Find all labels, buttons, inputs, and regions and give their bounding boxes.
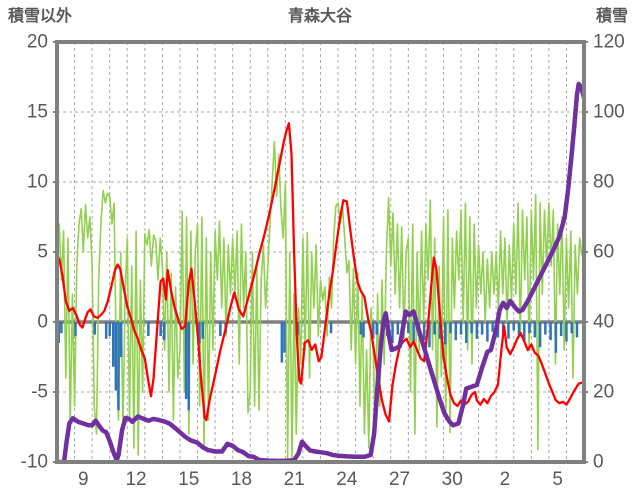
blue-bars-bar: [486, 322, 489, 342]
blue-bars-bar: [428, 322, 431, 348]
left-axis-tick-label: 5: [37, 242, 48, 263]
blue-bars-bar: [475, 322, 479, 339]
blue-bars-bar: [449, 322, 452, 334]
blue-bars-bar: [283, 322, 286, 353]
blue-bars-bar: [549, 322, 552, 341]
blue-bars-bar: [60, 322, 63, 334]
plot-border: [55, 40, 586, 464]
x-axis-tick-label: 30: [442, 469, 463, 490]
blue-bars-bar: [201, 322, 205, 339]
x-axis-tick-label: 21: [284, 469, 305, 490]
blue-bars-bar: [512, 322, 515, 331]
blue-bars-bar: [119, 322, 123, 357]
x-axis-tick-label: 27: [389, 469, 410, 490]
blue-bars-bar: [280, 322, 284, 363]
chart-title: 青森大谷: [288, 6, 353, 25]
right-axis-tick-label: 80: [593, 172, 614, 193]
x-axis-tick-label: 18: [231, 469, 252, 490]
blue-bars-bar: [184, 322, 188, 399]
blue-bars-bar: [422, 322, 426, 341]
x-axis-tick-label: 12: [125, 469, 146, 490]
blue-bars-bar: [329, 322, 333, 334]
left-axis-tick-label: 10: [27, 172, 48, 193]
red-line: [57, 122, 584, 423]
purple-line: [57, 81, 584, 462]
left-axis-tick-label: 0: [37, 312, 48, 333]
blue-bars-bar: [108, 322, 111, 336]
right-axis-tick-label: 0: [593, 452, 604, 473]
right-axis-tick-label: 100: [593, 102, 625, 123]
blue-bars-bar: [470, 322, 473, 334]
blue-bars-bar: [559, 322, 563, 336]
right-axis-title: 積雪: [595, 6, 628, 25]
x-axis-tick-label: 9: [78, 469, 89, 490]
blue-bars-bar: [465, 322, 468, 343]
blue-bars-bar: [528, 322, 531, 334]
blue-bars-bar: [538, 322, 542, 348]
blue-bars-bar: [359, 322, 363, 335]
blue-bars-bar: [565, 322, 568, 342]
blue-bars-bar: [575, 322, 579, 338]
x-axis-tick-label: 5: [552, 469, 563, 490]
blue-bars-bar: [523, 322, 526, 342]
blue-bars-bar: [433, 322, 436, 335]
blue-bars-bar: [117, 322, 120, 411]
blue-bars-bar: [507, 322, 510, 339]
blue-bars-bar: [491, 322, 494, 332]
left-axis-title: 積雪以外: [7, 6, 72, 25]
left-axis-tick-label: 15: [27, 102, 48, 123]
left-axis-tick-label: -5: [31, 382, 48, 403]
blue-bars-bar: [114, 322, 118, 391]
x-axis-tick-labels: 9 12 15 18 21 24 27 30 2 5: [78, 469, 563, 490]
blue-bars-bar: [412, 322, 415, 343]
right-axis-tick-label: 40: [593, 312, 614, 333]
blue-bars-bar: [93, 322, 97, 335]
blue-bars-bar: [544, 322, 547, 335]
blue-bars-bar: [375, 322, 378, 335]
blue-bars-bar: [198, 322, 201, 343]
x-axis-tick-label: 24: [336, 469, 358, 490]
blue-bars-bar: [162, 322, 166, 341]
blue-bars-bar: [533, 322, 537, 338]
right-axis-tick-label: 120: [593, 32, 625, 53]
right-axis-tick-label: 60: [593, 242, 614, 263]
blue-bars-bar: [407, 322, 410, 334]
green-line: [57, 140, 584, 462]
x-axis-tick-label: 15: [178, 469, 199, 490]
blue-bars-bar: [219, 322, 222, 336]
right-axis-tick-label: 20: [593, 382, 614, 403]
blue-bars-bar: [362, 322, 365, 338]
left-axis-tick-label: -10: [21, 452, 48, 473]
blue-bars-bar: [371, 322, 375, 339]
blue-bars-bar: [74, 322, 77, 336]
blue-bars-bar: [147, 322, 150, 336]
x-axis-tick-label: 2: [500, 469, 511, 490]
blue-bars-bar: [443, 322, 447, 345]
blue-bars-bar: [396, 322, 400, 335]
blue-bars-bar: [454, 322, 458, 341]
right-axis-tick-labels: 120 100 80 60 40 20 0: [593, 32, 625, 473]
blue-bars-bar: [554, 322, 558, 353]
blue-bars-bar: [570, 322, 573, 334]
blue-bars-bar: [391, 322, 394, 343]
left-axis-tick-labels: 20 15 10 5 0 -5 -10: [21, 32, 48, 473]
blue-bars-bar: [111, 322, 115, 367]
blue-bars-bar: [159, 322, 162, 336]
blue-bars-bar: [480, 322, 484, 335]
left-axis-tick-label: 20: [27, 32, 48, 53]
blue-bars-bar: [438, 322, 442, 339]
blue-bars-bar: [517, 322, 521, 336]
blue-bars-bar: [187, 322, 190, 411]
blue-bars-bar: [104, 322, 108, 339]
blue-bars-bar: [459, 322, 463, 335]
